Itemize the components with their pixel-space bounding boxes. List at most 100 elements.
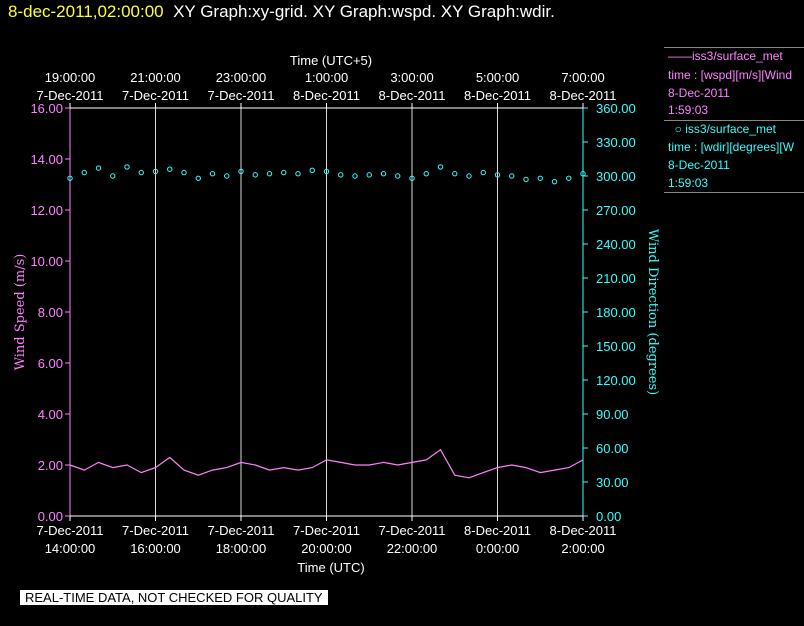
legend-divider xyxy=(664,192,804,193)
x-tick-time-bottom: 16:00:00 xyxy=(130,541,181,556)
wind-direction-point xyxy=(366,172,372,178)
x-axis-title: Time (UTC) xyxy=(297,560,364,575)
wind-direction-point xyxy=(452,171,458,177)
wind-direction-point xyxy=(352,173,358,179)
wind-direction-point xyxy=(252,172,258,178)
x-tick-date-top: 7-Dec-2011 xyxy=(122,88,189,103)
x-tick-time-bottom: 14:00:00 xyxy=(45,541,96,556)
top-axis-title: Time (UTC+5) xyxy=(290,53,372,68)
legend-divider xyxy=(664,47,804,48)
y-tick-label-right: 210.00 xyxy=(596,271,636,286)
grid-lines xyxy=(155,108,498,516)
y-tick-label-left: 4.00 xyxy=(38,407,63,422)
wind-direction-point xyxy=(152,168,159,175)
legend-wdir-label: ○ iss3/surface_met xyxy=(668,122,776,136)
wind-direction-point xyxy=(124,164,130,170)
wind-direction-point xyxy=(295,171,301,177)
wind-direction-point xyxy=(266,171,273,177)
y-tick-label-right: 30.00 xyxy=(596,475,629,490)
y-tick-label-left: 10.00 xyxy=(30,254,63,269)
x-tick-time-top: 7:00:00 xyxy=(561,70,604,85)
wind-direction-point xyxy=(224,173,230,179)
bottom-axis-ticks: 7-Dec-2011 14:00:00 7-Dec-2011 16:00:00 7-De… xyxy=(37,516,617,556)
legend-divider xyxy=(664,120,804,121)
legend-wspd-label: ——iss3/surface_met xyxy=(668,49,783,63)
wind-direction-point xyxy=(509,173,515,179)
y-tick-label-left: 12.00 xyxy=(30,203,63,218)
top-axis-ticks: 19:00:00 7-Dec-2011 21:00:00 7-Dec-2011 23:0… xyxy=(37,70,617,108)
left-axis-ticks: 0.00 2.00 4.00 6.00 8.00 10.00 12.00 14.00 16.00 xyxy=(30,101,70,524)
x-tick-date-top: 7-Dec-2011 xyxy=(208,88,275,103)
circle-marker-icon: ○ xyxy=(668,122,686,136)
wind-direction-point xyxy=(281,169,287,176)
wind-direction-point xyxy=(138,169,144,176)
x-tick-time-bottom: 20:00:00 xyxy=(301,541,352,556)
y-tick-label-left: 14.00 xyxy=(30,152,63,167)
x-tick-time-bottom: 0:00:00 xyxy=(476,541,519,556)
x-tick-time-top: 19:00:00 xyxy=(45,70,96,85)
y-tick-label-right: 150.00 xyxy=(596,339,636,354)
wind-direction-point xyxy=(494,172,501,178)
graph-list-label: XY Graph:xy-grid. XY Graph:wspd. XY Grap… xyxy=(173,2,555,21)
y-axis-right-title: Wind Direction (degrees) xyxy=(645,229,660,395)
wind-direction-point xyxy=(466,173,472,179)
wind-speed-line xyxy=(69,448,584,479)
y-tick-label-left: 6.00 xyxy=(38,356,63,371)
wind-direction-point xyxy=(209,171,216,177)
wind-direction-point xyxy=(437,164,444,170)
x-tick-date-top: 7-Dec-2011 xyxy=(37,88,104,103)
x-tick-date-bottom: 8-Dec-2011 xyxy=(464,523,531,538)
legend-wdir-time: 1:59:03 xyxy=(668,176,709,190)
x-tick-time-top: 21:00:00 xyxy=(130,70,181,85)
y-tick-label-left: 16.00 xyxy=(30,101,63,116)
wind-direction-point xyxy=(110,173,116,179)
legend-wdir-desc: time : [wdir][degrees][W xyxy=(668,140,795,154)
y-tick-label-right: 330.00 xyxy=(596,135,636,150)
x-tick-time-top: 5:00:00 xyxy=(476,70,519,85)
wind-direction-point xyxy=(167,166,173,172)
wind-direction-point xyxy=(81,169,87,176)
wind-speed-series xyxy=(69,448,584,479)
y-tick-label-left: 0.00 xyxy=(38,509,63,524)
y-tick-label-right: 60.00 xyxy=(596,441,629,456)
y-tick-label-right: 270.00 xyxy=(596,203,636,218)
y-tick-label-right: 300.00 xyxy=(596,169,636,184)
wind-direction-point xyxy=(309,167,315,174)
wind-direction-point xyxy=(67,175,73,181)
wind-direction-point xyxy=(395,173,401,179)
x-tick-date-bottom: 7-Dec-2011 xyxy=(122,523,189,538)
wind-direction-point xyxy=(523,176,529,183)
y-axis-left-title: Wind Speed (m/s) xyxy=(13,254,28,371)
x-tick-date-bottom: 7-Dec-2011 xyxy=(208,523,275,538)
wind-direction-point xyxy=(323,168,330,175)
right-axis-ticks: 0.00 30.00 60.00 90.00 120.00 150.00 180.00 210… xyxy=(583,101,636,524)
y-tick-label-right: 0.00 xyxy=(596,509,621,524)
quality-warning-banner: REAL-TIME DATA, NOT CHECKED FOR QUALITY xyxy=(20,590,328,605)
x-tick-date-top: 8-Dec-2011 xyxy=(293,88,360,103)
wind-direction-point xyxy=(338,172,344,178)
wind-direction-point xyxy=(181,169,187,176)
y-tick-label-right: 360.00 xyxy=(596,101,636,116)
wind-direction-series xyxy=(67,164,586,185)
legend-wspd-time: 1:59:03 xyxy=(668,103,709,117)
wind-direction-point xyxy=(480,169,486,176)
wind-direction-point xyxy=(580,171,586,177)
wind-direction-point xyxy=(423,171,429,177)
x-tick-date-top: 8-Dec-2011 xyxy=(550,88,617,103)
legend-wspd-date: 8-Dec-2011 xyxy=(668,86,730,100)
y-tick-label-left: 2.00 xyxy=(38,458,63,473)
legend-wspd-desc: time : [wspd][m/s][Wind xyxy=(668,68,793,82)
y-tick-label-right: 90.00 xyxy=(596,407,629,422)
x-tick-date-top: 8-Dec-2011 xyxy=(379,88,446,103)
y-tick-label-left: 8.00 xyxy=(38,305,63,320)
x-tick-date-bottom: 7-Dec-2011 xyxy=(379,523,446,538)
x-tick-date-bottom: 7-Dec-2011 xyxy=(37,523,104,538)
wind-direction-point xyxy=(566,175,572,181)
wind-direction-point xyxy=(380,171,387,177)
wind-direction-point xyxy=(195,175,201,181)
x-tick-time-top: 3:00:00 xyxy=(390,70,433,85)
x-tick-time-bottom: 2:00:00 xyxy=(561,541,604,556)
y-tick-label-right: 180.00 xyxy=(596,305,636,320)
x-tick-date-bottom: 8-Dec-2011 xyxy=(550,523,617,538)
